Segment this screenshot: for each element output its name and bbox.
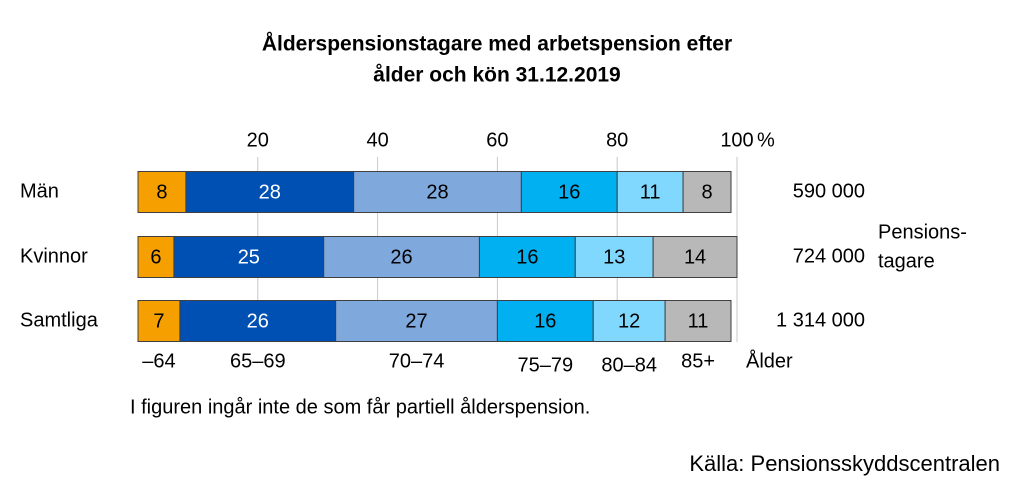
value-label: 16 <box>534 310 556 332</box>
value-label: 8 <box>156 181 167 203</box>
totals-label: Pensions- <box>878 221 967 243</box>
totals-label: tagare <box>878 250 935 272</box>
bar-segment <box>496 300 594 342</box>
value-label: 26 <box>247 310 269 332</box>
chart-title: ålder och kön 31.12.2019 <box>373 64 620 87</box>
value-label: 28 <box>259 181 281 203</box>
bar-segment <box>137 300 181 342</box>
total-label: 590 000 <box>793 180 865 202</box>
bar-segment <box>616 171 684 213</box>
legend-title: Ålder <box>746 349 793 372</box>
value-label: 25 <box>238 246 260 268</box>
bar-segment <box>137 171 187 213</box>
value-label: 27 <box>405 310 427 332</box>
x-tick-label: 20 <box>247 129 269 151</box>
value-label: 28 <box>426 181 448 203</box>
bar-segment <box>335 300 498 342</box>
total-label: 724 000 <box>793 245 865 267</box>
bar-segment <box>652 236 738 278</box>
bar-segment <box>592 300 666 342</box>
total-label: 1 314 000 <box>776 309 865 331</box>
x-tick-label: 100 <box>720 129 753 151</box>
legend-label: –64 <box>142 350 175 372</box>
value-label: 6 <box>150 246 161 268</box>
bar-segment <box>323 236 480 278</box>
value-label: 16 <box>558 181 580 203</box>
bar-segment <box>574 236 654 278</box>
value-label: 13 <box>603 246 625 268</box>
bar-segment <box>137 236 175 278</box>
value-label: 12 <box>618 310 640 332</box>
bar-segment <box>682 171 732 213</box>
category-label: Samtliga <box>20 309 99 331</box>
legend-label: 70–74 <box>389 350 445 372</box>
value-label: 7 <box>153 310 164 332</box>
x-unit: % <box>757 129 775 151</box>
value-label: 26 <box>390 246 412 268</box>
legend-label: 75–79 <box>518 354 574 376</box>
bar-segment <box>353 171 522 213</box>
value-label: 11 <box>640 181 661 203</box>
legend-label: 65–69 <box>230 350 286 372</box>
x-tick-label: 40 <box>366 129 388 151</box>
x-tick-label: 60 <box>486 129 508 151</box>
note: I figuren ingår inte de som får partiell… <box>130 396 590 418</box>
category-label: Kvinnor <box>20 245 88 267</box>
legend-label: 85+ <box>681 350 715 372</box>
value-label: 14 <box>684 246 706 268</box>
bar-segment <box>664 300 732 342</box>
x-tick-label: 80 <box>606 129 628 151</box>
category-label: Män <box>20 180 59 202</box>
value-label: 16 <box>516 246 538 268</box>
source: Källa: Pensionsskyddscentralen <box>689 451 1000 476</box>
chart-title: Ålderspensionstagare med arbetspension e… <box>262 32 732 56</box>
value-label: 11 <box>688 310 709 332</box>
bar-segment <box>185 171 355 213</box>
legend-label: 80–84 <box>601 354 657 376</box>
value-label: 8 <box>701 181 712 203</box>
